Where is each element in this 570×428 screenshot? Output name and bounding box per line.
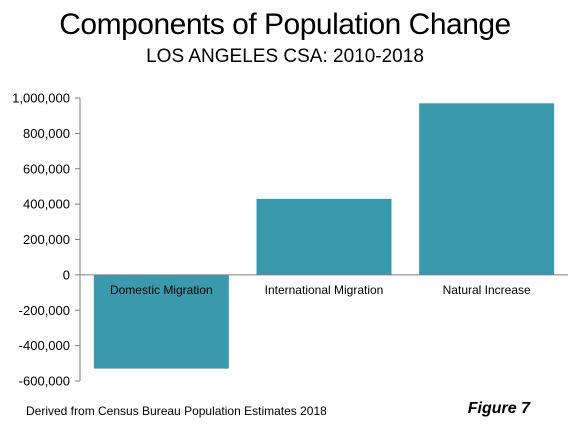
source-note: Derived from Census Bureau Population Es… xyxy=(26,404,327,418)
bar xyxy=(93,274,229,369)
bar xyxy=(419,103,555,275)
chart-subtitle: LOS ANGELES CSA: 2010-2018 xyxy=(146,46,424,67)
y-tick-label: -400,000 xyxy=(19,338,70,353)
chart-title: Components of Population Change xyxy=(59,8,511,41)
y-tick-label: 400,000 xyxy=(23,197,70,212)
y-tick-label: 1,000,000 xyxy=(12,91,70,106)
y-tick-label: 800,000 xyxy=(23,126,70,141)
category-label: International Migration xyxy=(265,283,384,297)
y-tick-label: -200,000 xyxy=(19,303,70,318)
bar xyxy=(256,198,392,275)
figure-label: Figure 7 xyxy=(467,400,530,417)
category-label: Natural Increase xyxy=(443,283,531,297)
category-label: Domestic Migration xyxy=(110,283,213,297)
y-tick-label: 0 xyxy=(63,267,70,282)
y-tick-label: 200,000 xyxy=(23,232,70,247)
y-tick-label: -600,000 xyxy=(19,374,70,389)
y-tick-label: 600,000 xyxy=(23,161,70,176)
